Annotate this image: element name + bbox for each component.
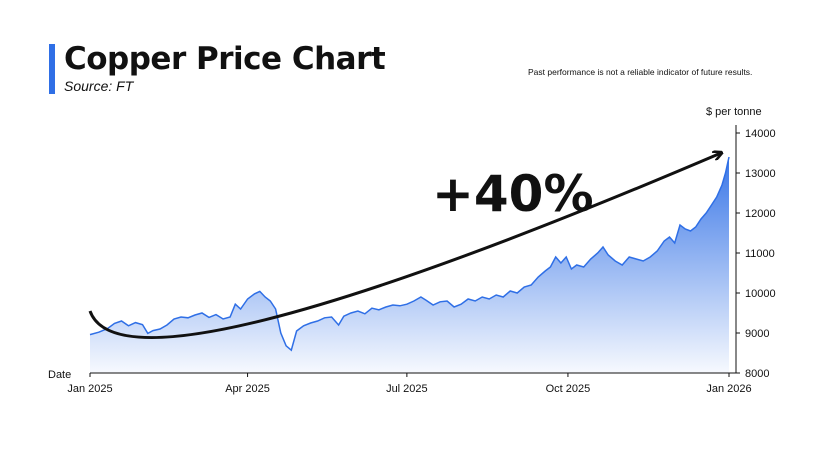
- trend-arrow: [88, 153, 721, 339]
- page-title: Copper Price Chart: [64, 41, 386, 77]
- disclaimer-text: Past performance is not a reliable indic…: [528, 67, 753, 77]
- y-tick-label: 11000: [745, 248, 775, 260]
- x-tick-label: Apr 2025: [225, 383, 270, 395]
- x-tick-label: Jan 2026: [706, 383, 751, 395]
- source-label: Source: FT: [64, 78, 134, 94]
- y-tick-label: 12000: [745, 208, 776, 220]
- x-tick-label: Oct 2025: [546, 383, 591, 395]
- price-area-fill: [90, 157, 729, 373]
- growth-annotation: +40%: [432, 165, 594, 223]
- x-tick-label: Jul 2025: [386, 383, 428, 395]
- y-axis-label: $ per tonne: [706, 106, 762, 118]
- y-tick-label: 8000: [745, 368, 769, 380]
- y-tick-label: 9000: [745, 328, 769, 340]
- title-accent-bar: [49, 44, 55, 94]
- y-tick-label: 14000: [745, 128, 776, 140]
- price-line: [89, 156, 730, 352]
- y-tick-label: 10000: [745, 288, 776, 300]
- y-tick-label: 13000: [745, 168, 776, 180]
- x-axis-label: Date: [48, 369, 71, 381]
- x-tick-label: Jan 2025: [67, 383, 112, 395]
